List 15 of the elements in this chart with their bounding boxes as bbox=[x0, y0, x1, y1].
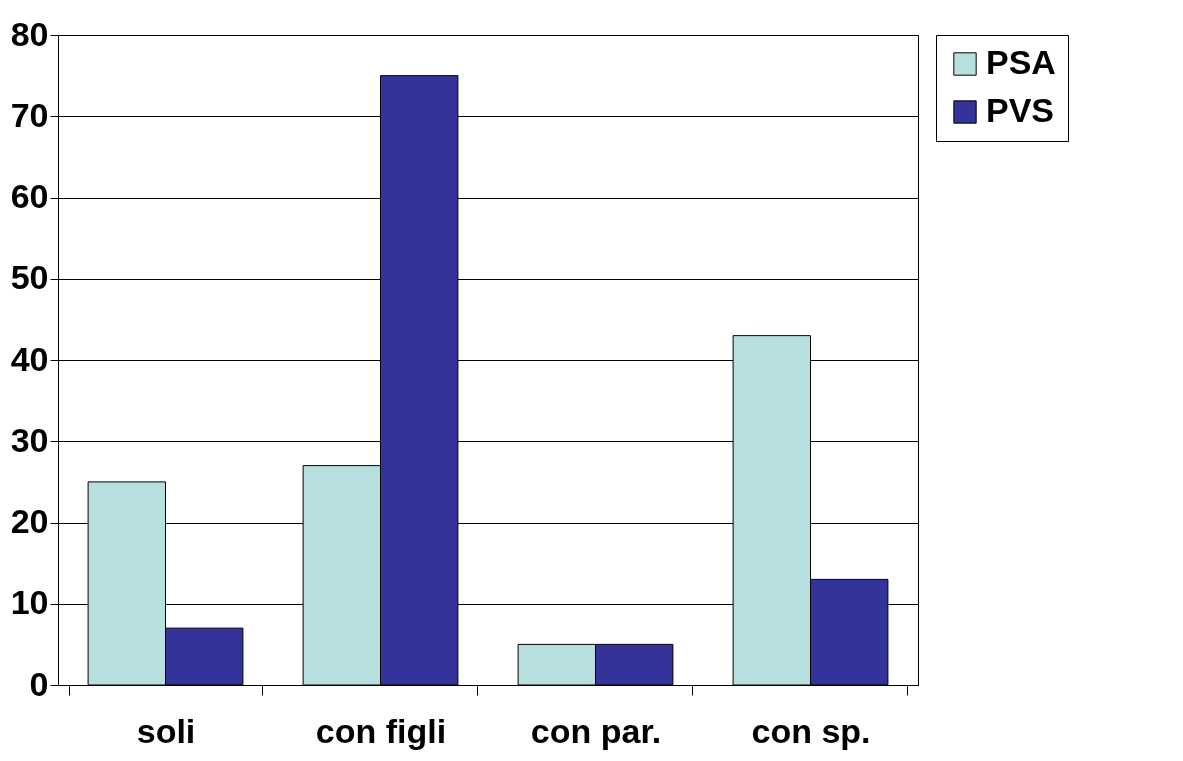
x-tick-label: soli bbox=[136, 711, 196, 750]
y-tick-label: 30 bbox=[10, 420, 49, 459]
y-tick-label: 0 bbox=[29, 664, 49, 703]
y-tick-label: 40 bbox=[10, 339, 49, 378]
y-tick-label: 10 bbox=[10, 583, 49, 622]
y-tick-label: 60 bbox=[10, 177, 49, 215]
y-tick-label: 20 bbox=[10, 502, 49, 540]
legend-label: PVS bbox=[986, 91, 1055, 129]
x-tick-label: con figli bbox=[315, 711, 447, 750]
y-tick-label: 80 bbox=[10, 14, 49, 53]
y-tick-label: 70 bbox=[10, 95, 49, 134]
y-tick-label: 50 bbox=[10, 258, 49, 297]
x-tick-label: con par. bbox=[530, 711, 662, 750]
x-tick-label: con sp. bbox=[751, 711, 871, 750]
legend-label: PSA bbox=[986, 43, 1056, 81]
